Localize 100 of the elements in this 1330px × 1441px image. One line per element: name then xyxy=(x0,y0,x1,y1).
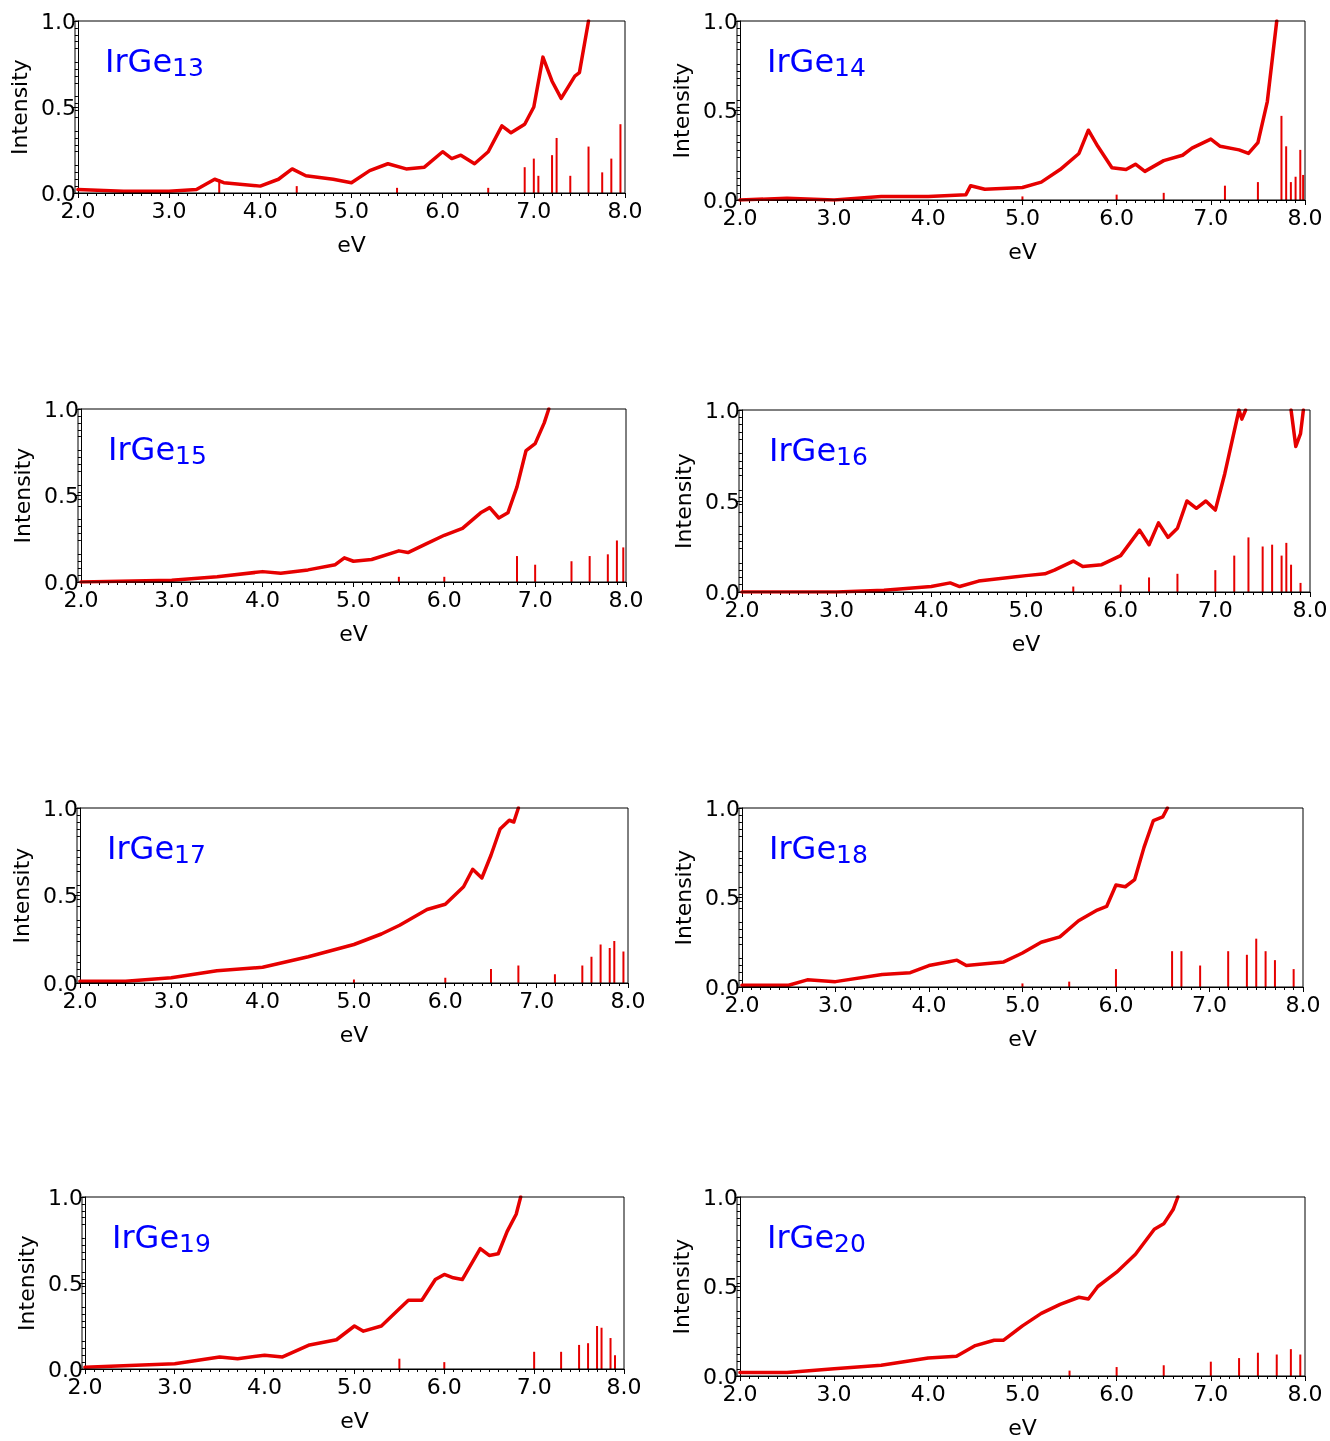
line-series xyxy=(738,1195,1180,1375)
y-tick-label: 0.5 xyxy=(40,94,76,120)
x-tick-label: 4.0 xyxy=(913,596,949,622)
x-axis-title: eV xyxy=(1008,1414,1037,1440)
x-tick-label: 3.0 xyxy=(817,991,853,1017)
bar xyxy=(588,556,591,582)
x-tick-label: 7.0 xyxy=(516,1373,552,1399)
line-series xyxy=(78,806,521,983)
bar xyxy=(1299,149,1302,200)
x-axis-title: eV xyxy=(339,1021,369,1047)
bar xyxy=(551,155,554,193)
bar xyxy=(523,167,526,193)
x-tick-label: 6.0 xyxy=(1099,204,1135,230)
x-tick-label: 6.0 xyxy=(1099,1380,1135,1406)
x-tick-label: 7.0 xyxy=(516,197,552,223)
bar xyxy=(489,969,492,983)
x-axis-title: eV xyxy=(339,620,368,646)
y-tick-label: 0.5 xyxy=(42,883,78,908)
bar xyxy=(581,965,584,983)
x-tick-label: 4.0 xyxy=(245,586,281,612)
y-tick-label: 1.0 xyxy=(42,795,78,821)
line-series xyxy=(79,407,551,584)
bar xyxy=(599,944,602,983)
x-tick-label: 7.0 xyxy=(1197,596,1233,622)
y-axis-title: Intensity xyxy=(6,59,32,155)
y-tick-label: 0.5 xyxy=(704,885,740,910)
bar xyxy=(622,951,625,983)
bar xyxy=(1223,185,1226,200)
bar xyxy=(590,956,593,983)
y-tick-label: 1.0 xyxy=(702,1184,738,1210)
y-axis-title: Intensity xyxy=(670,849,696,946)
x-tick-label: 6.0 xyxy=(427,987,463,1013)
x-tick-label: 7.0 xyxy=(1193,204,1229,230)
x-tick-label: 4.0 xyxy=(247,1373,283,1399)
bar xyxy=(587,146,590,193)
bar xyxy=(1148,577,1151,592)
bar xyxy=(1285,146,1288,200)
y-tick-label: 1.0 xyxy=(704,397,740,423)
y-axis-title: Intensity xyxy=(9,447,35,544)
bar xyxy=(1247,537,1250,592)
bar xyxy=(1214,570,1217,592)
y-tick-label: 0.5 xyxy=(704,488,740,514)
y-axis-title: Intensity xyxy=(13,1235,39,1331)
x-tick-label: 3.0 xyxy=(816,1380,852,1406)
x-tick-label: 7.0 xyxy=(1191,991,1227,1017)
x-tick-label: 3.0 xyxy=(153,987,189,1013)
x-tick-label: 8.0 xyxy=(1287,204,1323,230)
x-tick-label: 8.0 xyxy=(606,1373,642,1399)
line-series xyxy=(738,19,1279,202)
bar xyxy=(1285,542,1288,592)
x-tick-label: 4.0 xyxy=(242,197,278,223)
x-tick-label: 4.0 xyxy=(910,1380,946,1406)
x-tick-label: 7.0 xyxy=(519,987,555,1013)
bar xyxy=(606,554,609,582)
bar xyxy=(601,172,604,193)
x-tick-label: 8.0 xyxy=(1292,596,1328,622)
x-tick-label: 5.0 xyxy=(1004,1380,1040,1406)
bar xyxy=(1289,182,1292,200)
bar xyxy=(1264,951,1267,987)
x-tick-label: 3.0 xyxy=(154,586,190,612)
bar xyxy=(587,1343,590,1369)
y-tick-label: 0.5 xyxy=(43,483,79,508)
bar xyxy=(537,175,540,193)
bar xyxy=(596,1326,599,1369)
bar xyxy=(515,556,518,582)
x-tick-label: 8.0 xyxy=(1287,1380,1323,1406)
bar xyxy=(570,561,573,582)
bar xyxy=(1227,951,1230,987)
bar xyxy=(517,965,520,983)
x-tick-label: 8.0 xyxy=(610,987,646,1013)
x-axis-title: eV xyxy=(1008,238,1037,264)
line-series xyxy=(76,19,591,194)
bar xyxy=(613,941,616,983)
bar xyxy=(1290,564,1293,592)
x-tick-label: 5.0 xyxy=(1004,204,1040,230)
y-tick-label: 1.0 xyxy=(704,795,740,821)
x-axis-title: eV xyxy=(1011,630,1041,656)
bar xyxy=(609,1338,612,1369)
x-tick-label: 5.0 xyxy=(336,987,372,1013)
x-tick-label: 6.0 xyxy=(426,586,462,612)
bar xyxy=(1299,1354,1302,1376)
y-axis-title: Intensity xyxy=(668,1238,694,1335)
x-tick-label: 8.0 xyxy=(607,197,643,223)
x-tick-label: 6.0 xyxy=(1103,596,1139,622)
x-tick-label: 5.0 xyxy=(333,197,369,223)
x-tick-label: 5.0 xyxy=(1008,596,1044,622)
line-series xyxy=(740,806,1170,987)
x-tick-label: 6.0 xyxy=(1098,991,1134,1017)
bar xyxy=(1209,1361,1212,1376)
bar xyxy=(578,1344,581,1369)
bar xyxy=(1162,1365,1165,1376)
bar xyxy=(1114,969,1117,987)
bar xyxy=(1233,555,1236,592)
bar xyxy=(610,158,613,193)
bar xyxy=(1256,182,1259,200)
bar xyxy=(1176,573,1179,592)
x-axis-title: eV xyxy=(337,231,366,257)
x-tick-label: 7.0 xyxy=(517,586,553,612)
bar xyxy=(555,137,558,193)
y-tick-label: 1.0 xyxy=(47,1184,83,1210)
